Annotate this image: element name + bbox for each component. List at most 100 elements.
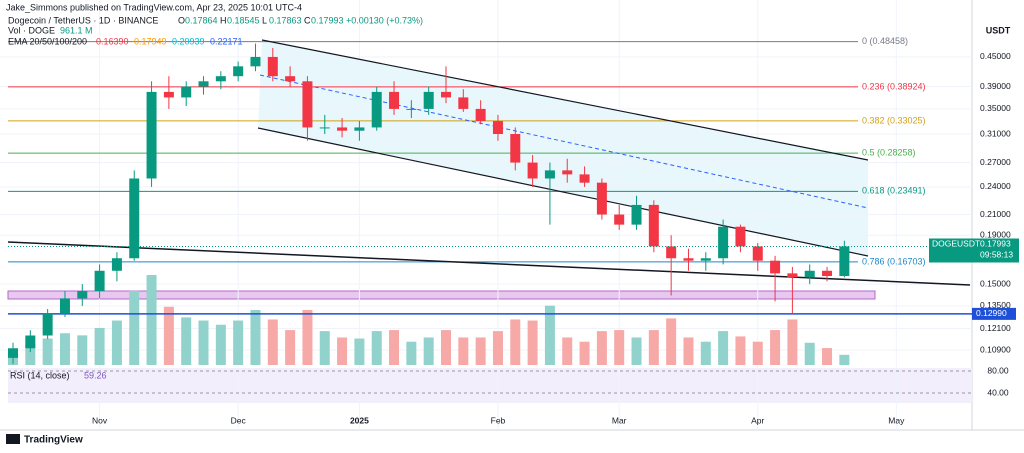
fib-label: 0 (0.48458) xyxy=(862,36,908,46)
volume-bar xyxy=(735,336,746,365)
volume-bar xyxy=(631,337,642,365)
candle-body xyxy=(631,204,642,225)
y-tick-label: 0.35000 xyxy=(980,103,1011,113)
support-label: 0.12990 xyxy=(976,308,1007,318)
candle-body xyxy=(683,258,694,261)
volume-bar xyxy=(666,318,677,365)
rsi-tick: 40.00 xyxy=(987,387,1009,397)
support-zone xyxy=(7,290,876,300)
x-tick-label: 2025 xyxy=(350,415,369,425)
candle-body xyxy=(129,178,140,259)
x-tick-label: Mar xyxy=(612,415,627,425)
volume-bar xyxy=(94,327,105,365)
candle-body xyxy=(787,273,798,278)
ema-value: 0.16390 xyxy=(96,36,129,46)
candle-body xyxy=(8,348,18,358)
volume-bar xyxy=(146,275,157,365)
volume-bar xyxy=(371,331,382,365)
volume-bar xyxy=(354,338,365,365)
channel-bottom xyxy=(257,127,869,257)
volume-bar xyxy=(59,333,70,365)
ohlc-key: H xyxy=(220,15,227,25)
y-tick-label: 0.24000 xyxy=(980,181,1011,191)
candle-body xyxy=(458,97,469,109)
ohlc-value: 0.17863 xyxy=(269,15,302,25)
symbol: Dogecoin / TetherUS · 1D · BINANCE xyxy=(8,15,158,25)
footer: TradingView xyxy=(24,435,83,446)
candle-body xyxy=(146,91,157,179)
volume-bar xyxy=(614,330,625,365)
ema-label: EMA 20/50/100/200 xyxy=(8,36,87,46)
volume-bar xyxy=(683,337,694,365)
ema-value: 0.20939 xyxy=(172,36,205,46)
volume-bar xyxy=(423,337,434,365)
candle-body xyxy=(562,170,573,175)
volume-bar xyxy=(492,331,503,365)
ema-value: 0.17949 xyxy=(134,36,167,46)
volume-bar xyxy=(579,341,590,365)
volume-bar xyxy=(198,320,209,365)
candle-body xyxy=(94,270,105,292)
channel-fill xyxy=(258,40,868,256)
candle-body xyxy=(527,162,538,179)
candle-body xyxy=(770,260,781,274)
channel-top xyxy=(261,39,869,161)
volume-bar xyxy=(181,317,192,365)
candle-body xyxy=(319,127,330,129)
volume-bar xyxy=(111,320,122,365)
candle-body xyxy=(441,91,451,98)
volume-bar xyxy=(839,354,850,365)
y-tick-label: 0.15000 xyxy=(980,278,1011,288)
candle-body xyxy=(371,91,382,128)
volume-bar xyxy=(770,330,781,365)
candle-body xyxy=(475,108,486,122)
ema-value: 0.22171 xyxy=(210,36,243,46)
fib-label: 0.382 (0.33025) xyxy=(862,115,926,125)
volume-bar xyxy=(562,337,573,365)
y-tick-label: 0.12100 xyxy=(980,323,1011,333)
volume-bar xyxy=(42,338,53,365)
candle-body xyxy=(492,121,503,135)
candle-body xyxy=(215,76,226,82)
candle-body xyxy=(59,298,70,314)
fib-label: 0.618 (0.23491) xyxy=(862,186,926,196)
volume-bar xyxy=(544,305,555,365)
candle-body xyxy=(614,214,625,225)
candle-body xyxy=(285,76,296,82)
candle-body xyxy=(181,86,192,98)
volume-bar xyxy=(337,337,348,365)
volume-bar xyxy=(285,330,296,365)
volume-bar xyxy=(700,341,711,365)
x-tick-label: Nov xyxy=(92,415,108,425)
volume-bar xyxy=(441,330,451,365)
x-tick-label: May xyxy=(888,415,905,425)
fib-label: 0.5 (0.28258) xyxy=(862,148,916,158)
volume-bar xyxy=(787,319,798,365)
candle-body xyxy=(267,56,278,77)
candle-body xyxy=(42,313,53,336)
rsi-tick: 80.00 xyxy=(987,365,1009,375)
candle-body xyxy=(839,246,850,277)
y-tick-label: 0.13500 xyxy=(980,300,1011,310)
x-tick-label: Dec xyxy=(231,415,247,425)
logo-icon xyxy=(6,434,20,444)
volume-bar xyxy=(752,341,763,365)
candle-body xyxy=(25,335,36,349)
candle-body xyxy=(718,226,729,259)
rsi-label: RSI (14, close) xyxy=(10,370,70,380)
vol-label: Vol · DOGE xyxy=(8,25,55,35)
candle-body xyxy=(354,127,365,131)
candle-body xyxy=(579,174,590,183)
candle-body xyxy=(666,246,677,259)
y-tick-label: 0.31000 xyxy=(980,128,1011,138)
volume-bar xyxy=(25,343,36,365)
ohlc-value: 0.17864 xyxy=(185,15,218,25)
volume-bar xyxy=(233,320,244,365)
candle-body xyxy=(233,66,244,77)
candle-body xyxy=(510,134,521,163)
candle-body xyxy=(198,81,209,87)
volume-bar xyxy=(510,319,521,365)
dashed-line xyxy=(259,74,869,209)
volume-bar xyxy=(215,324,226,365)
